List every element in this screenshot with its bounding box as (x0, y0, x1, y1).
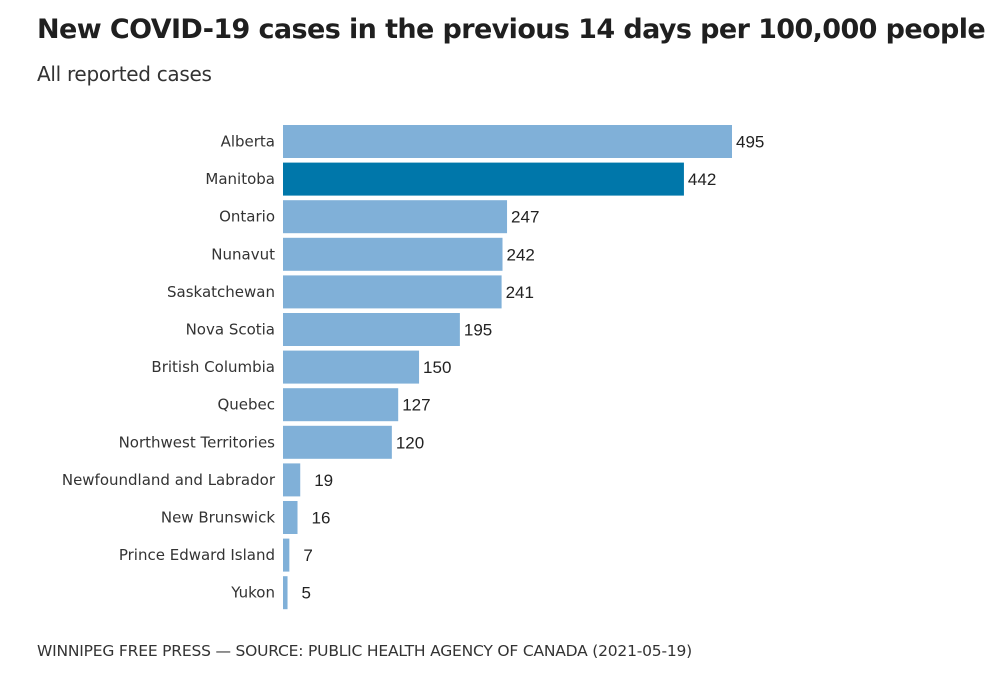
value-label-british-columbia: 150 (423, 358, 451, 377)
bar-quebec (283, 388, 399, 422)
value-label-quebec: 127 (402, 396, 430, 415)
value-label-saskatchewan: 241 (506, 283, 534, 302)
value-label-new-brunswick: 16 (312, 509, 331, 528)
category-label-nunavut: Nunavut (211, 245, 275, 263)
bar-northwest-territories (283, 425, 392, 459)
category-label-northwest-territories: Northwest Territories (119, 433, 276, 451)
value-label-ontario: 247 (511, 208, 539, 227)
bar-nova-scotia (283, 313, 460, 346)
value-label-prince-edward-island: 7 (303, 546, 312, 565)
category-label-nova-scotia: Nova Scotia (186, 321, 275, 339)
category-label-manitoba: Manitoba (205, 170, 275, 188)
value-label-northwest-territories: 120 (396, 433, 424, 452)
category-label-ontario: Ontario (219, 208, 275, 226)
value-label-newfoundland-and-labrador: 19 (314, 471, 333, 490)
source-footer: WINNIPEG FREE PRESS — SOURCE: PUBLIC HEA… (37, 642, 693, 660)
category-label-newfoundland-and-labrador: Newfoundland and Labrador (62, 471, 276, 489)
category-label-prince-edward-island: Prince Edward Island (119, 546, 275, 564)
chart-title: New COVID-19 cases in the previous 14 da… (37, 14, 986, 45)
value-label-nova-scotia: 195 (464, 321, 492, 340)
value-label-manitoba: 442 (688, 170, 716, 189)
bar-prince-edward-island (283, 538, 290, 572)
bar-newfoundland-and-labrador (283, 463, 301, 497)
category-label-quebec: Quebec (217, 396, 275, 414)
bar-new-brunswick (283, 501, 298, 534)
bar-british-columbia (283, 350, 420, 384)
value-label-nunavut: 242 (507, 245, 535, 264)
bar-yukon (283, 576, 288, 610)
value-label-yukon: 5 (302, 584, 311, 603)
category-label-british-columbia: British Columbia (151, 358, 275, 376)
value-label-alberta: 495 (736, 133, 764, 152)
category-label-yukon: Yukon (230, 584, 275, 602)
bar-alberta (283, 125, 732, 158)
category-label-new-brunswick: New Brunswick (161, 509, 275, 527)
bar-manitoba (283, 162, 684, 196)
bar-ontario (283, 200, 508, 234)
category-label-saskatchewan: Saskatchewan (167, 283, 275, 301)
category-label-alberta: Alberta (221, 133, 275, 151)
bars-group: Alberta 495 Manitoba 442 Ontario 247 Nunavut 24… (62, 125, 764, 610)
bar-nunavut (283, 237, 503, 271)
chart-subtitle: All reported cases (37, 62, 212, 86)
bar-saskatchewan (283, 275, 502, 309)
